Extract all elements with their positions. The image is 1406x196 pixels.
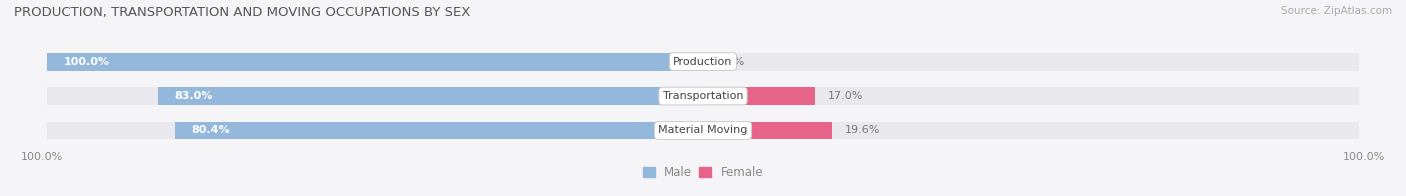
Text: 100.0%: 100.0% bbox=[1343, 152, 1385, 162]
Bar bbox=[703, 87, 1360, 105]
Text: PRODUCTION, TRANSPORTATION AND MOVING OCCUPATIONS BY SEX: PRODUCTION, TRANSPORTATION AND MOVING OC… bbox=[14, 6, 471, 19]
Text: 100.0%: 100.0% bbox=[21, 152, 63, 162]
Bar bbox=[703, 87, 814, 105]
Text: Source: ZipAtlas.com: Source: ZipAtlas.com bbox=[1281, 6, 1392, 16]
Bar bbox=[159, 87, 703, 105]
Text: 83.0%: 83.0% bbox=[174, 91, 214, 101]
Bar bbox=[703, 122, 831, 139]
Text: 100.0%: 100.0% bbox=[63, 57, 110, 67]
Text: Transportation: Transportation bbox=[662, 91, 744, 101]
Text: 80.4%: 80.4% bbox=[191, 125, 231, 135]
Bar bbox=[46, 122, 703, 139]
Text: 19.6%: 19.6% bbox=[845, 125, 880, 135]
Bar bbox=[46, 53, 703, 71]
Legend: Male, Female: Male, Female bbox=[643, 166, 763, 179]
Text: 0.0%: 0.0% bbox=[716, 57, 744, 67]
Bar bbox=[46, 87, 703, 105]
Bar bbox=[703, 122, 1360, 139]
Text: Production: Production bbox=[673, 57, 733, 67]
Bar bbox=[46, 53, 703, 71]
Bar bbox=[703, 53, 1360, 71]
Text: 17.0%: 17.0% bbox=[828, 91, 863, 101]
Text: Material Moving: Material Moving bbox=[658, 125, 748, 135]
Bar bbox=[176, 122, 703, 139]
